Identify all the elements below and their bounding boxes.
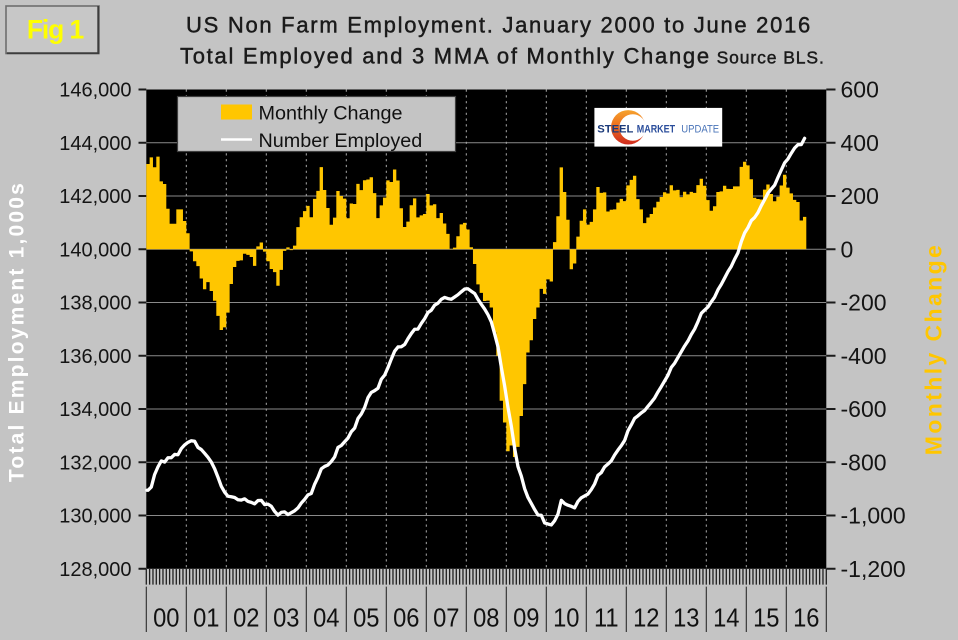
svg-text:06: 06 (393, 605, 419, 633)
svg-text:134,000: 134,000 (59, 399, 131, 421)
svg-text:-400: -400 (841, 343, 887, 369)
svg-text:130,000: 130,000 (59, 506, 131, 528)
svg-text:128,000: 128,000 (59, 559, 131, 581)
svg-text:11: 11 (594, 605, 619, 633)
svg-text:Fig 1: Fig 1 (27, 15, 84, 45)
svg-text:00: 00 (153, 605, 179, 633)
svg-text:144,000: 144,000 (59, 133, 131, 155)
svg-text:0: 0 (841, 236, 854, 262)
svg-text:140,000: 140,000 (59, 239, 131, 261)
svg-text:UPDATE: UPDATE (681, 124, 719, 136)
svg-text:07: 07 (433, 605, 459, 633)
svg-text:Total Employed and 3 MMA of Mo: Total Employed and 3 MMA of Monthly Chan… (180, 44, 825, 69)
svg-text:Monthly Change: Monthly Change (259, 103, 403, 125)
svg-text:Total Employment 1,000s: Total Employment 1,000s (6, 181, 29, 482)
svg-text:-200: -200 (841, 290, 887, 316)
svg-text:600: 600 (841, 77, 879, 103)
svg-text:16: 16 (793, 605, 819, 633)
svg-text:09: 09 (513, 605, 539, 633)
svg-text:142,000: 142,000 (59, 186, 131, 208)
svg-text:-800: -800 (841, 449, 887, 475)
svg-text:13: 13 (673, 605, 699, 633)
svg-text:138,000: 138,000 (59, 293, 131, 315)
svg-text:04: 04 (313, 605, 340, 633)
svg-text:400: 400 (841, 130, 879, 156)
svg-text:MARKET: MARKET (637, 124, 676, 136)
svg-text:10: 10 (553, 605, 579, 633)
svg-text:146,000: 146,000 (59, 80, 131, 102)
svg-text:-1,200: -1,200 (841, 556, 906, 582)
svg-text:-1,000: -1,000 (841, 503, 906, 529)
svg-text:01: 01 (193, 605, 219, 633)
svg-text:15: 15 (753, 605, 779, 633)
svg-text:14: 14 (713, 605, 740, 633)
svg-text:STEEL: STEEL (597, 124, 633, 136)
svg-text:200: 200 (841, 183, 879, 209)
svg-text:136,000: 136,000 (59, 346, 131, 368)
svg-text:05: 05 (353, 605, 379, 633)
svg-text:Number Employed: Number Employed (259, 130, 423, 152)
svg-text:02: 02 (233, 605, 259, 633)
svg-text:03: 03 (273, 605, 299, 633)
svg-text:12: 12 (633, 605, 659, 633)
svg-text:-600: -600 (841, 396, 887, 422)
svg-text:Monthly Change: Monthly Change (921, 243, 947, 455)
svg-text:US Non Farm Employment. Januar: US Non Farm Employment. January 2000 to … (186, 13, 812, 38)
svg-text:132,000: 132,000 (59, 452, 131, 474)
svg-text:08: 08 (473, 605, 499, 633)
